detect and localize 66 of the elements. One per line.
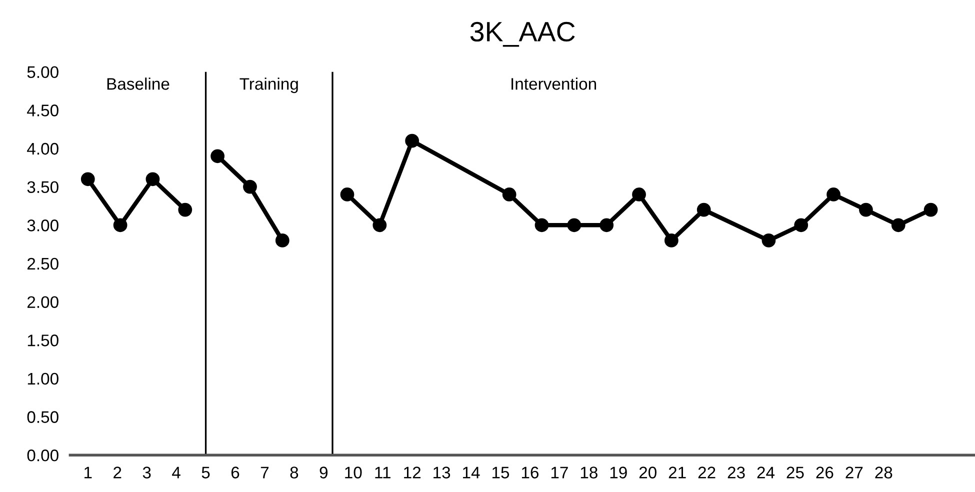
- point: [275, 234, 290, 248]
- x-tick-label: 2: [114, 466, 122, 478]
- point: [405, 134, 420, 148]
- point: [502, 188, 516, 202]
- chart-title: 3K_AAC: [470, 22, 575, 47]
- point: [567, 218, 582, 232]
- y-tick-label: 3.50: [27, 181, 58, 194]
- x-tick-label: 3: [142, 466, 151, 478]
- point: [600, 218, 614, 232]
- x-tick-label: 12: [404, 466, 421, 478]
- point: [243, 180, 257, 194]
- point: [794, 218, 808, 232]
- x-tick-label: 8: [290, 466, 298, 478]
- x-tick-label: 28: [875, 466, 892, 478]
- point: [696, 202, 711, 217]
- x-tick-label: 6: [231, 466, 240, 478]
- point: [340, 188, 354, 202]
- x-tick-label: 27: [846, 466, 863, 478]
- point: [891, 218, 906, 232]
- x-tick-label: 16: [522, 466, 539, 478]
- x-tick-label: 14: [463, 466, 480, 478]
- point: [534, 218, 549, 232]
- annotation: Training: [240, 78, 298, 94]
- point: [859, 202, 873, 217]
- y-tick-label: 4.50: [27, 104, 58, 116]
- annotation: Intervention: [512, 78, 596, 90]
- point: [178, 202, 192, 217]
- point: [146, 172, 160, 186]
- point: [826, 188, 840, 202]
- x-tick-label: 18: [580, 466, 598, 478]
- y-tick-label: 3.00: [27, 220, 58, 232]
- y-tick-label: 2.00: [27, 296, 58, 308]
- y-tick-label: 4.00: [27, 142, 58, 155]
- y-tick-label: 1.50: [28, 334, 58, 346]
- y-tick-label: 5.00: [27, 66, 58, 78]
- x-tick-label: 5: [202, 466, 210, 478]
- point: [113, 218, 128, 232]
- y-tick-label: 0.50: [27, 411, 58, 423]
- x-tick-label: 24: [757, 466, 775, 478]
- point: [372, 218, 387, 232]
- x-tick-label: 19: [610, 466, 627, 478]
- x-tick-label: 11: [375, 466, 390, 478]
- x-tick-label: 1: [84, 466, 92, 478]
- x-tick-label: 21: [668, 466, 686, 478]
- x-tick-label: 10: [345, 466, 362, 478]
- x-tick-label: 7: [260, 466, 269, 478]
- point: [80, 172, 95, 186]
- point: [664, 234, 678, 248]
- x-tick-label: 25: [786, 466, 804, 478]
- x-tick-label: 15: [492, 466, 510, 478]
- point: [210, 149, 225, 164]
- point: [762, 234, 776, 248]
- x-tick-label: 9: [320, 466, 328, 478]
- y-tick-label: 2.50: [27, 258, 58, 270]
- x-tick-label: 26: [816, 466, 834, 478]
- y-tick-label: 1.00: [28, 372, 58, 385]
- x-tick-label: 22: [698, 466, 716, 478]
- x-tick-label: 23: [728, 466, 745, 478]
- point: [632, 188, 646, 202]
- x-tick-label: 20: [639, 466, 656, 478]
- x-tick-label: 17: [551, 466, 568, 478]
- x-tick-label: 4: [172, 466, 180, 478]
- point: [924, 202, 938, 217]
- annotation: Baseline: [107, 78, 170, 90]
- y-tick-label: 0.00: [27, 450, 58, 462]
- x-tick-label: 13: [434, 466, 450, 478]
